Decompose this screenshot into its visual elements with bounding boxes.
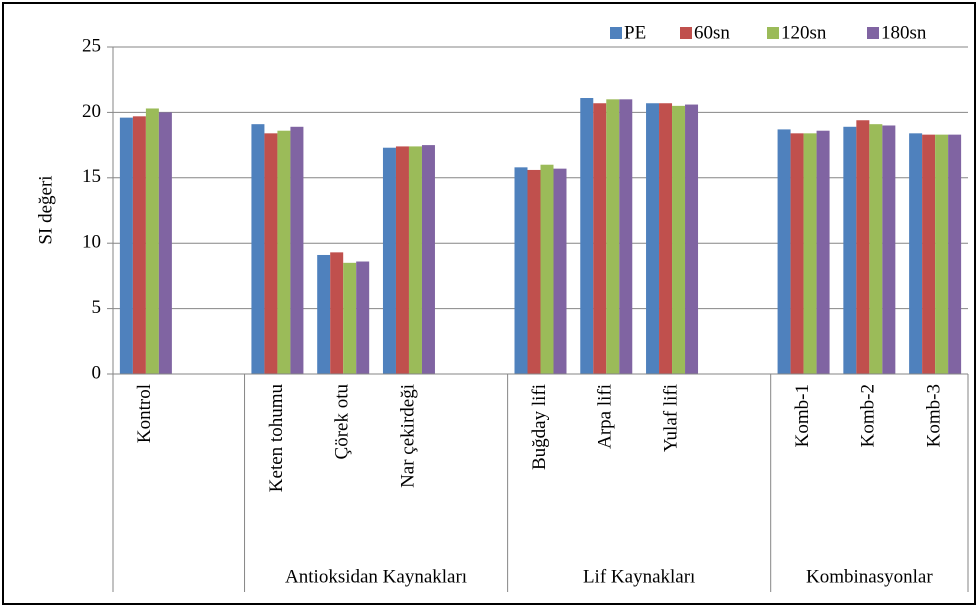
y-tick-label: 15: [82, 166, 101, 187]
bar: [659, 103, 673, 374]
bar: [408, 146, 422, 374]
bar: [421, 145, 435, 374]
bar: [264, 133, 278, 374]
bar: [843, 126, 857, 375]
bar: [790, 133, 804, 374]
bar: [330, 252, 344, 374]
bar: [277, 130, 291, 374]
y-tick-label: 25: [82, 35, 101, 56]
bar: [882, 125, 896, 374]
bar: [540, 164, 554, 374]
bar: [343, 262, 357, 374]
x-tick-label: Çörek otu: [332, 384, 353, 460]
bar: [948, 134, 962, 374]
bar: [580, 98, 594, 375]
legend-swatch: [680, 27, 692, 39]
bar: [606, 99, 620, 374]
bar: [132, 116, 146, 374]
bar: [382, 147, 396, 374]
bar: [619, 99, 633, 374]
x-tick-label: Buğday lifi: [529, 384, 550, 470]
bar: [158, 112, 172, 375]
bar: [290, 126, 304, 375]
x-tick-label: Komb-2: [858, 384, 879, 447]
legend-label: 180sn: [881, 22, 927, 43]
bar: [317, 254, 331, 374]
legend-swatch: [767, 27, 779, 39]
x-tick-label: Kontrol: [134, 384, 155, 443]
bar: [856, 120, 870, 374]
x-tick-label: Keten tohumu: [266, 384, 287, 493]
x-tick-label: Komb-3: [923, 384, 944, 447]
legend-swatch: [610, 27, 622, 39]
bar: [553, 168, 567, 374]
bar: [646, 103, 660, 374]
bar: [909, 133, 923, 374]
y-tick-label: 0: [92, 362, 102, 383]
x-tick-label: Nar çekirdeği: [397, 384, 418, 488]
bar: [514, 167, 528, 374]
legend-label: 120sn: [781, 22, 827, 43]
legend-label: PE: [624, 22, 646, 43]
y-tick-label: 5: [92, 297, 102, 318]
group-label: Kombinasyonlar: [806, 566, 933, 587]
y-tick-label: 10: [82, 232, 101, 253]
x-tick-label: Komb-1: [792, 384, 813, 447]
x-tick-label: Yulaf lifi: [660, 384, 681, 452]
legend-label: 60sn: [694, 22, 730, 43]
group-label: Lif Kaynakları: [583, 566, 695, 587]
bar: [251, 124, 265, 374]
bar: [816, 130, 830, 374]
y-axis-label: SI değeri: [35, 175, 56, 244]
group-label: Antioksidan Kaynakları: [285, 566, 467, 587]
bar: [922, 134, 936, 374]
y-tick-label: 20: [82, 101, 101, 122]
bar: [395, 146, 409, 374]
bar: [145, 108, 159, 374]
bar: [869, 124, 883, 374]
bar: [672, 105, 686, 375]
bar: [935, 134, 949, 374]
bar: [777, 129, 791, 374]
bar: [356, 261, 370, 374]
bar: [119, 117, 133, 374]
bar: [527, 169, 541, 374]
bar: [685, 104, 699, 374]
bar: [803, 133, 817, 374]
legend-swatch: [867, 27, 879, 39]
bar: [593, 103, 607, 374]
x-tick-label: Arpa lifi: [595, 384, 616, 449]
